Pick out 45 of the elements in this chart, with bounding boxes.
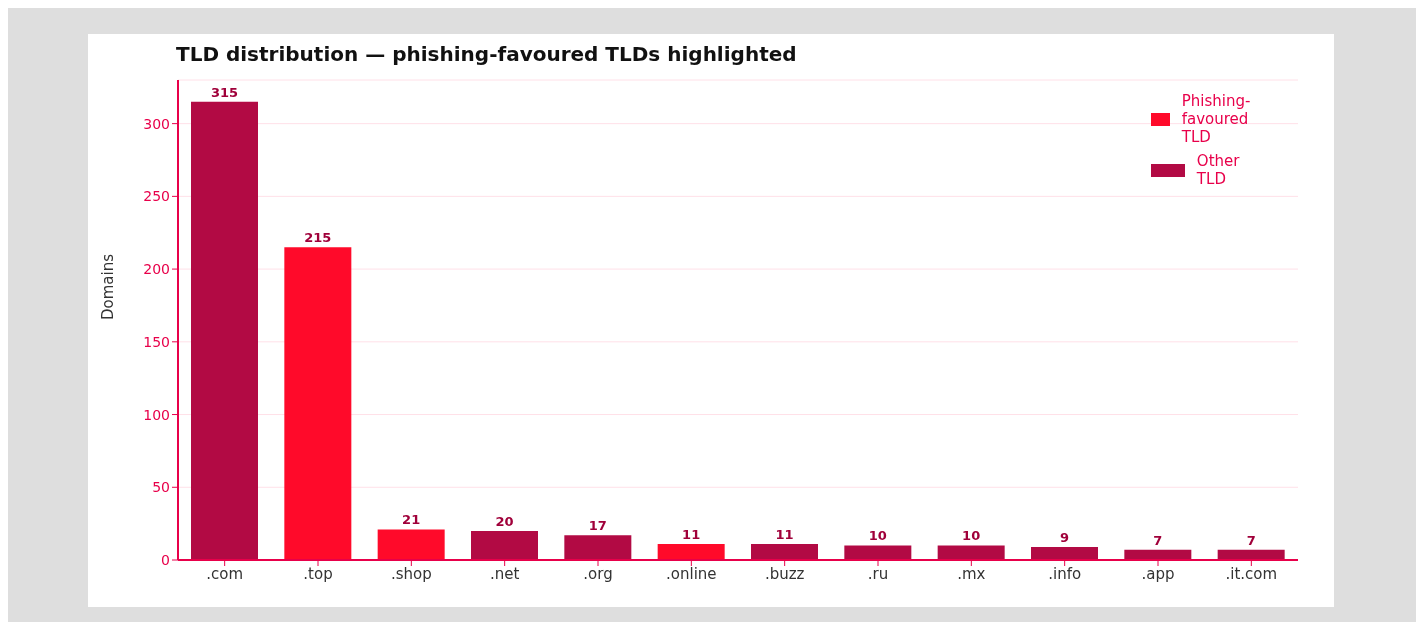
- data-label: 215: [304, 230, 332, 246]
- x-tick-label: .shop: [390, 564, 432, 583]
- x-tick-label: .it.com: [1225, 564, 1278, 583]
- x-tick-label: .mx: [957, 564, 986, 583]
- bar: [377, 529, 445, 560]
- bar: [471, 530, 538, 560]
- y-axis-title: Domains: [99, 253, 118, 320]
- data-label: 10: [868, 528, 887, 544]
- x-tick-label: .org: [583, 564, 613, 583]
- x-tick-label: .top: [303, 564, 333, 583]
- data-label: 11: [682, 527, 701, 542]
- data-label: 9: [1059, 529, 1070, 545]
- x-tick-label: .info: [1048, 564, 1082, 583]
- bar: [191, 101, 258, 560]
- data-label: 7: [1153, 532, 1163, 548]
- data-label: 10: [962, 528, 981, 544]
- data-label: 11: [775, 527, 794, 542]
- x-tick-label: .buzz: [764, 564, 805, 583]
- chart-title: TLD distribution — phishing-favoured TLDs highlighted: [176, 42, 797, 66]
- data-label: 20: [495, 513, 514, 529]
- x-tick-label: .ru: [867, 564, 889, 583]
- bar: [284, 247, 352, 560]
- bar: [1031, 546, 1098, 560]
- bar: [657, 544, 725, 560]
- y-tick-label: 50: [152, 479, 170, 496]
- data-label: 21: [402, 512, 421, 528]
- y-tick-label: 200: [143, 261, 170, 278]
- x-tick-label: .online: [666, 564, 717, 583]
- legend-label: Other TLD: [1195, 152, 1241, 188]
- y-tick-label: 250: [143, 188, 170, 205]
- bar: [564, 535, 632, 560]
- y-tick-label: 300: [143, 115, 170, 132]
- legend-label: Phishing-favoured TLD: [1180, 92, 1252, 146]
- bar: [844, 545, 912, 560]
- x-tick-label: .net: [489, 564, 520, 583]
- data-label: 315: [210, 84, 239, 100]
- data-label: 7: [1246, 532, 1256, 548]
- x-tick-label: .com: [206, 564, 244, 583]
- y-tick-label: 150: [143, 333, 170, 350]
- y-tick-label: 0: [161, 551, 170, 568]
- bar: [751, 544, 818, 560]
- x-tick-label: .app: [1141, 564, 1175, 583]
- bar: [937, 545, 1005, 560]
- data-label: 17: [588, 518, 607, 534]
- y-tick-label: 100: [143, 406, 170, 423]
